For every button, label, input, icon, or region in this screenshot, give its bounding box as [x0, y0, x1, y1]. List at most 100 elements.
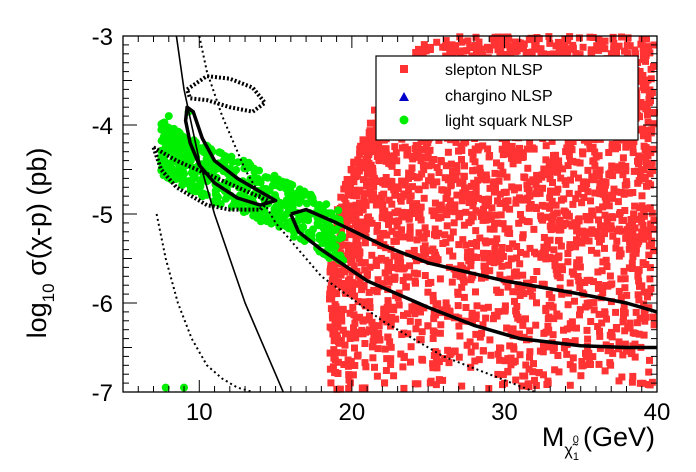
- slepton-point: [566, 320, 574, 328]
- slepton-point: [424, 247, 432, 255]
- slepton-point: [520, 40, 528, 48]
- curve-layer: [149, 36, 657, 392]
- slepton-point: [327, 305, 335, 313]
- slepton-point: [566, 381, 574, 389]
- slepton-point: [591, 162, 599, 170]
- slepton-point: [406, 223, 414, 231]
- slepton-point: [627, 216, 635, 223]
- slepton-point: [593, 249, 601, 257]
- slepton-point: [578, 362, 586, 370]
- slepton-point: [625, 245, 633, 253]
- slepton-point: [463, 266, 470, 274]
- slepton-point: [624, 34, 632, 42]
- slepton-point: [646, 49, 654, 57]
- slepton-point: [497, 344, 505, 352]
- axes: 10 20 30 40 -7 -6 -5 -4 -3: [92, 24, 671, 426]
- slepton-point: [639, 125, 646, 133]
- slepton-point: [462, 189, 470, 196]
- slepton-point: [351, 216, 359, 224]
- slepton-point: [432, 381, 440, 389]
- slepton-point: [429, 335, 437, 342]
- slepton-point: [557, 242, 565, 250]
- slepton-point: [580, 194, 588, 201]
- slepton-point: [370, 328, 378, 336]
- slepton-point: [609, 349, 617, 357]
- slepton-point: [508, 154, 515, 162]
- slepton-point: [635, 266, 643, 274]
- slepton-point: [446, 247, 453, 255]
- slepton-point: [465, 199, 473, 206]
- slepton-point: [383, 304, 391, 311]
- slepton-point: [456, 33, 464, 41]
- slepton-point: [426, 146, 434, 154]
- slepton-point: [353, 192, 361, 200]
- slepton-point: [583, 299, 591, 307]
- slepton-point: [554, 168, 561, 176]
- slepton-point: [491, 245, 499, 253]
- slepton-point: [519, 234, 527, 242]
- slepton-point: [334, 358, 342, 366]
- slepton-point: [357, 259, 365, 267]
- slepton-point: [564, 162, 572, 170]
- slepton-point: [505, 225, 513, 233]
- slepton-point: [478, 274, 485, 282]
- slepton-point: [568, 268, 576, 276]
- slepton-point: [406, 234, 414, 242]
- slepton-point: [512, 38, 519, 46]
- slepton-point: [599, 289, 607, 297]
- slepton-point: [326, 365, 334, 373]
- slepton-point: [465, 219, 473, 227]
- slepton-point: [435, 229, 443, 237]
- slepton-point: [629, 149, 637, 157]
- slepton-point: [640, 101, 648, 109]
- slepton-point: [427, 173, 435, 181]
- slepton-point: [376, 235, 384, 242]
- slepton-point: [476, 333, 484, 341]
- slepton-point: [412, 210, 420, 218]
- slepton-point: [601, 37, 609, 45]
- slepton-point: [649, 225, 657, 233]
- slepton-point: [642, 105, 650, 113]
- slepton-point: [486, 267, 494, 275]
- slepton-point: [579, 150, 587, 158]
- slepton-point: [514, 313, 522, 321]
- slepton-point: [557, 174, 565, 182]
- slepton-point: [417, 336, 425, 344]
- slepton-point: [470, 197, 478, 205]
- slepton-point: [552, 266, 560, 274]
- slepton-point: [484, 145, 492, 153]
- slepton-point: [572, 195, 580, 203]
- slepton-point: [504, 229, 512, 237]
- slepton-point: [590, 306, 598, 314]
- slepton-point: [390, 252, 398, 260]
- slepton-point: [504, 197, 512, 205]
- slepton-point: [456, 332, 464, 340]
- slepton-point: [588, 246, 595, 254]
- squark-point: [166, 168, 175, 177]
- slepton-point: [518, 382, 526, 390]
- slepton-point: [486, 184, 494, 192]
- slepton-point: [537, 51, 545, 58]
- slepton-point: [473, 254, 481, 261]
- slepton-point: [366, 188, 374, 196]
- slepton-point: [337, 193, 345, 201]
- slepton-point: [347, 331, 355, 338]
- squark-point: [196, 179, 205, 188]
- slepton-point: [562, 148, 570, 156]
- slepton-point: [647, 75, 655, 83]
- slepton-point: [480, 205, 487, 213]
- squark-point: [331, 225, 340, 234]
- slepton-point: [410, 246, 418, 254]
- slepton-point: [609, 232, 617, 240]
- slepton-point: [469, 150, 477, 158]
- slepton-point: [606, 272, 614, 280]
- slepton-point: [634, 167, 642, 175]
- slepton-point: [392, 315, 400, 323]
- slepton-point: [548, 168, 555, 176]
- slepton-point: [542, 156, 550, 164]
- slepton-point: [366, 327, 373, 335]
- slepton-point: [438, 306, 446, 314]
- slepton-point: [395, 232, 403, 240]
- slepton-point: [599, 203, 607, 211]
- slepton-point: [354, 298, 362, 305]
